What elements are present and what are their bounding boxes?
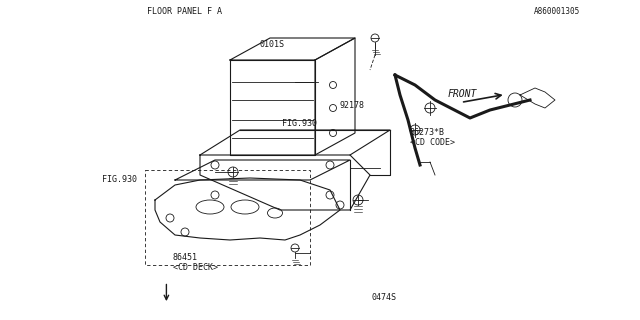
Text: 92178: 92178 [339,101,364,110]
Text: 0101S: 0101S [259,40,284,49]
Text: 86273*B
<CD CODE>: 86273*B <CD CODE> [410,128,454,147]
Text: FIG.930: FIG.930 [102,175,138,184]
Text: A860001305: A860001305 [534,7,580,16]
Text: 86451
<CD DECK>: 86451 <CD DECK> [173,253,218,272]
Text: FIG.930: FIG.930 [282,119,317,128]
Text: FRONT: FRONT [448,89,477,100]
Text: FLOOR PANEL F A: FLOOR PANEL F A [147,7,222,16]
Text: 0474S: 0474S [371,293,396,302]
